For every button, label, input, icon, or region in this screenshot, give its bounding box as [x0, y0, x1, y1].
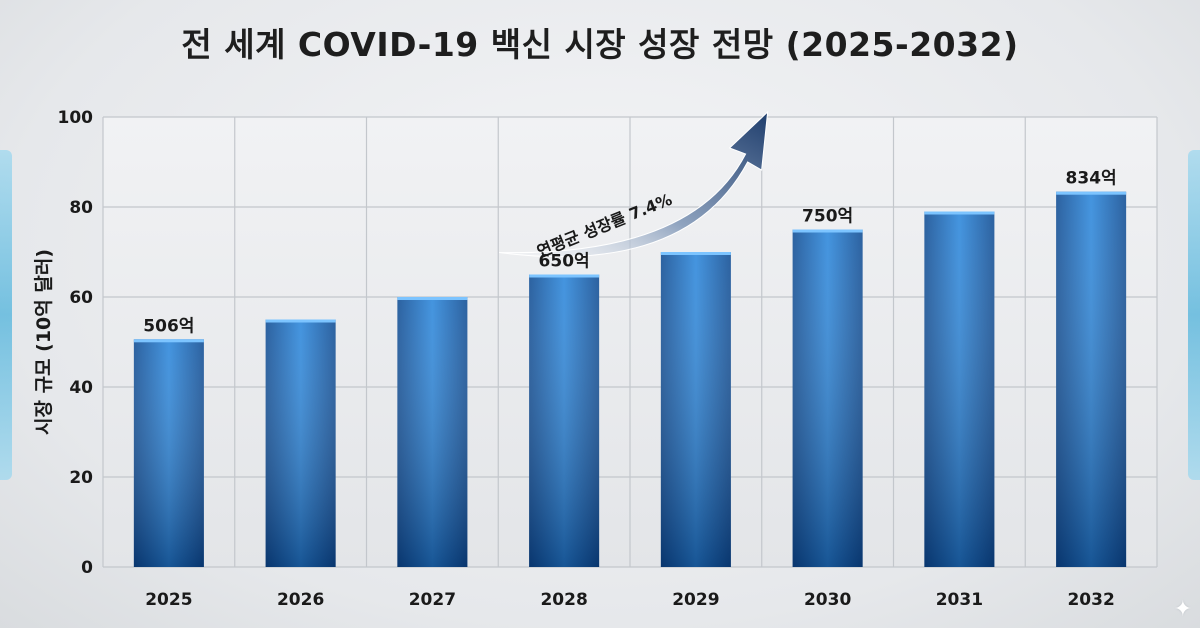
- bar-shade-2028: [529, 274, 600, 567]
- x-tick-label: 2025: [145, 590, 192, 610]
- x-tick-label: 2030: [804, 590, 851, 610]
- bar-top-highlight-2032: [1056, 191, 1127, 195]
- y-axis-label: 시장 규모 (10억 달러): [33, 249, 55, 435]
- bar-top-highlight-2028: [529, 274, 600, 278]
- data-label-2032: 834억: [1066, 169, 1117, 189]
- y-tick-label: 80: [69, 198, 93, 218]
- x-tick-label: 2029: [672, 590, 719, 610]
- data-labels: 506억 650억 750억 834억: [143, 169, 1116, 337]
- data-label-2028: 650억: [539, 252, 590, 272]
- bar-top-highlight-2031: [924, 211, 995, 215]
- bar-top-highlight-2025: [133, 339, 204, 343]
- bar-shade-2029: [660, 252, 731, 567]
- data-label-2030: 750억: [802, 207, 853, 227]
- bar-top-highlight-2030: [792, 229, 863, 233]
- y-tick-label: 60: [69, 288, 93, 308]
- x-tick-label: 2026: [277, 590, 324, 610]
- sparkle-icon: ✦: [1173, 597, 1192, 622]
- bar-top-highlight-2029: [660, 252, 731, 255]
- x-tick-label: 2027: [409, 590, 456, 610]
- bar-shade-2025: [133, 339, 204, 567]
- data-label-2025: 506억: [143, 316, 194, 336]
- bar-top-highlight-2026: [265, 319, 336, 323]
- growth-arrow: [499, 110, 769, 258]
- bar-shade-2031: [924, 211, 995, 567]
- y-tick-label: 0: [81, 558, 93, 578]
- frame-edge-left: [0, 150, 12, 480]
- x-tick-label: 2028: [540, 590, 587, 610]
- y-tick-label: 40: [69, 378, 93, 398]
- bar-top-highlight-2027: [397, 297, 468, 300]
- y-tick-label: 20: [69, 468, 93, 488]
- bar-shade-2026: [265, 319, 336, 567]
- bar-shade-2030: [792, 229, 863, 567]
- x-tick-label: 2031: [936, 590, 983, 610]
- bars: [133, 191, 1127, 567]
- bar-shade-2032: [1056, 191, 1127, 567]
- chart-title: 전 세계 COVID-19 백신 시장 성장 전망 (2025-2032): [181, 25, 1019, 64]
- x-tick-label: 2032: [1067, 590, 1114, 610]
- bar-shade-2027: [397, 297, 468, 567]
- y-tick-label: 100: [58, 108, 94, 128]
- axis-ticks: 0 20 40 60 80 100 2025 2026 2027 2028 2029 2030 2031…: [58, 108, 1115, 610]
- frame-edge-right: [1188, 150, 1200, 480]
